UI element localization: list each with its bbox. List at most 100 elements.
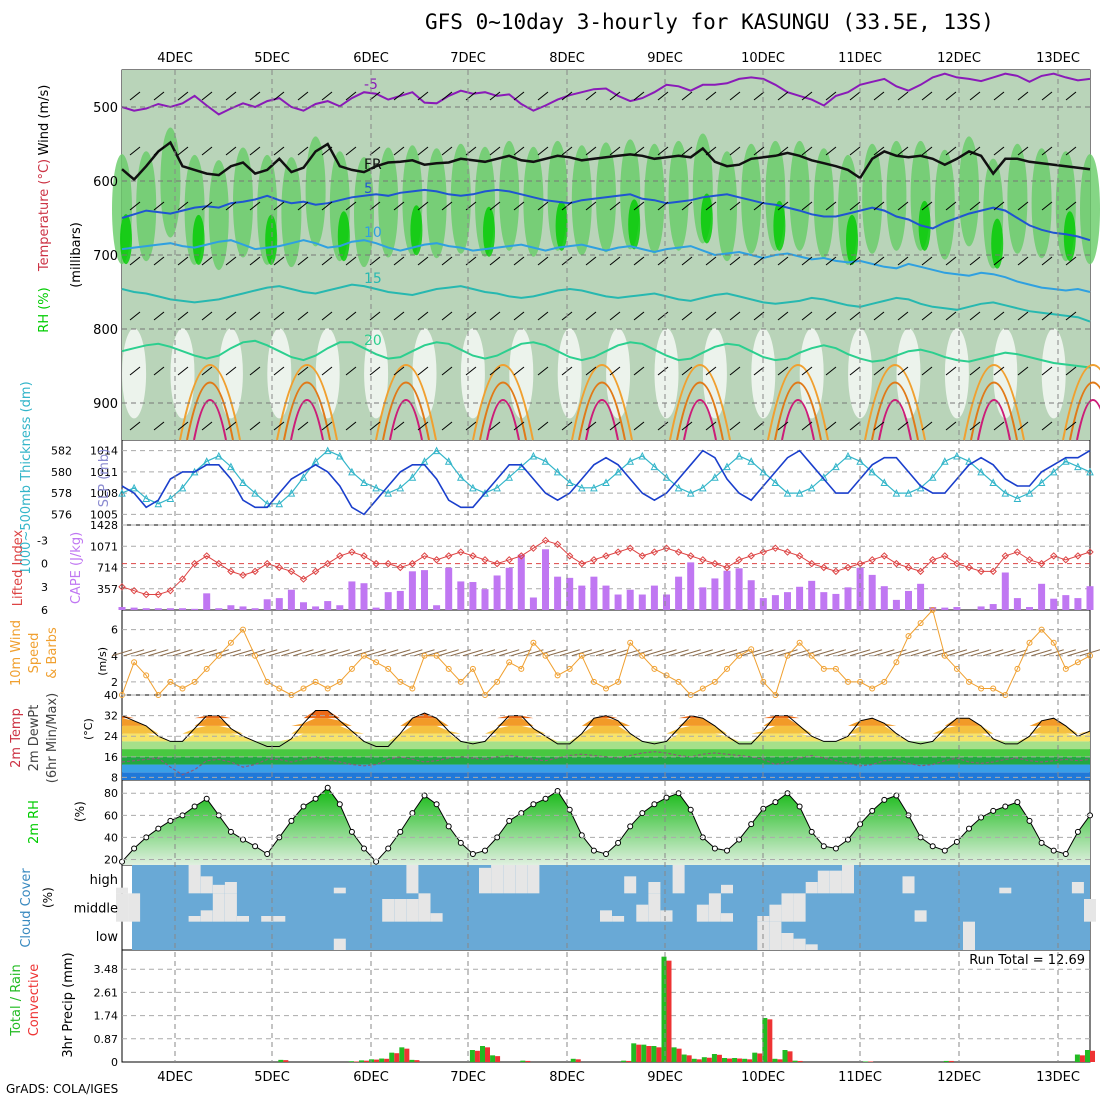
- thickness-marker: [154, 499, 163, 508]
- temp-fill: [122, 725, 1090, 734]
- precip-conv-bar: [767, 1019, 773, 1062]
- contour-label: -5: [364, 77, 378, 93]
- wind-barb: [729, 91, 741, 101]
- wind-barb-10m: [220, 649, 242, 657]
- li-marker: [832, 567, 840, 576]
- cape-bar: [191, 608, 199, 610]
- rh-marker: [603, 850, 609, 857]
- cloud-bar-middle: [769, 904, 782, 922]
- rh-marker: [941, 847, 948, 854]
- cloud-level-label: low: [96, 930, 119, 945]
- cloud-bar-middle: [128, 893, 141, 922]
- temp-band: [122, 772, 1090, 780]
- thickness-marker: [505, 473, 514, 481]
- wind-barb-10m: [970, 649, 992, 657]
- wind-barb: [681, 366, 693, 376]
- thickness-marker: [1025, 489, 1034, 497]
- slp-tick: 1014: [90, 445, 118, 458]
- wind-barb: [681, 311, 693, 321]
- wind-barb-10m: [983, 649, 1004, 657]
- precip-total-bar: [631, 1043, 637, 1062]
- warm-contour: [578, 381, 626, 441]
- wind-barb-10m: [184, 649, 205, 657]
- rh-marker: [469, 850, 476, 857]
- rh-marker: [312, 795, 319, 802]
- precip-total-bar: [621, 1060, 627, 1062]
- wind-marker: [748, 646, 755, 653]
- wind-barb-10m: [837, 649, 859, 657]
- cape-bar: [203, 593, 211, 610]
- wind-barb-10m: [886, 649, 907, 657]
- wind-marker: [409, 685, 416, 692]
- li-marker: [1037, 559, 1046, 568]
- wind-marker: [820, 665, 827, 672]
- wind-barb: [801, 366, 813, 376]
- wind-barb: [225, 91, 237, 101]
- cape-bar: [1074, 598, 1082, 610]
- wind-label: & Barbs: [45, 627, 60, 679]
- cloud-bar-middle: [1084, 899, 1096, 922]
- cape-bar: [687, 562, 695, 610]
- li-marker: [783, 548, 792, 556]
- thickness-marker: [723, 462, 731, 471]
- pressure-tick: 800: [93, 323, 118, 338]
- cape-bar: [445, 567, 453, 610]
- cloud-bar-high: [902, 876, 915, 894]
- cloud-bar-high: [829, 870, 842, 894]
- contour-label: 20: [364, 333, 382, 349]
- thickness-marker: [529, 451, 538, 460]
- li-marker: [1025, 556, 1034, 564]
- li-marker: [457, 548, 465, 556]
- chart-title: GFS 0~10day 3-hourly for KASUNGU (33.5E,…: [425, 10, 994, 34]
- precip-conv-bar: [797, 1060, 803, 1062]
- li-marker: [590, 556, 598, 564]
- precip-zero-tick: 0: [111, 1056, 118, 1069]
- thickness-marker: [444, 457, 453, 465]
- wind-marker: [542, 652, 549, 659]
- li-marker: [215, 559, 223, 568]
- rh-marker: [869, 807, 876, 814]
- wind-barb: [489, 256, 501, 266]
- wind-barb: [969, 366, 981, 376]
- rh-high-shade: [337, 211, 350, 262]
- wind-barb: [633, 311, 645, 321]
- li-marker: [1013, 548, 1022, 556]
- cape-bar: [469, 582, 477, 610]
- cape-panel: 357 714 1071 1428 -3 0 3 6: [37, 519, 1094, 617]
- rh-marker: [566, 806, 573, 813]
- cloud-level-label: middle: [74, 902, 118, 917]
- wind-barb: [729, 201, 741, 211]
- wind-barb: [129, 421, 141, 431]
- precip-conv-bar: [404, 1048, 410, 1062]
- thickness-marker: [348, 467, 356, 476]
- wind-barb: [777, 421, 789, 431]
- rh-marker: [1074, 828, 1081, 835]
- li-marker: [1001, 552, 1010, 560]
- wind-barb: [681, 256, 693, 266]
- precip-conv-bar: [686, 1055, 692, 1062]
- rh-dry-shade: [654, 328, 679, 419]
- wind-barb: [297, 91, 309, 101]
- precip-conv-bar: [495, 1056, 501, 1062]
- li-marker: [578, 559, 586, 568]
- wind-barb-10m: [486, 649, 508, 657]
- run-total: Run Total = 12.69: [969, 953, 1085, 968]
- li-marker: [892, 559, 901, 568]
- rh-marker: [542, 795, 549, 802]
- cape-bar: [239, 606, 247, 610]
- precip-total-bar: [792, 1060, 798, 1062]
- li-marker: [904, 563, 913, 572]
- warm-contour: [382, 381, 430, 441]
- rh-marker: [288, 817, 295, 824]
- li-marker: [807, 559, 816, 568]
- rh-marker: [687, 806, 694, 813]
- rh-marker: [348, 828, 355, 835]
- wind-tick: 2: [111, 676, 118, 689]
- wind-barb-10m: [765, 649, 786, 657]
- warm-contour: [970, 381, 1018, 441]
- cloud-bar-middle: [793, 893, 806, 922]
- precip-conv-bar: [737, 1058, 743, 1062]
- cloud-bar-middle: [188, 916, 201, 922]
- wind-barb: [729, 146, 741, 156]
